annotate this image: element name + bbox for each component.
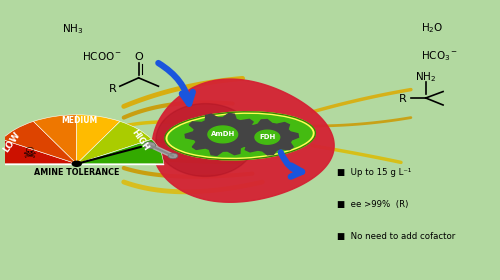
Polygon shape <box>236 120 298 155</box>
Text: NH$_2$: NH$_2$ <box>415 70 436 84</box>
Polygon shape <box>156 104 255 176</box>
Text: ■  No need to add cofactor: ■ No need to add cofactor <box>336 232 455 241</box>
Text: O: O <box>134 52 143 62</box>
Text: R: R <box>109 84 116 94</box>
Text: AmDH: AmDH <box>210 131 235 137</box>
Wedge shape <box>0 139 76 164</box>
Polygon shape <box>208 126 238 143</box>
Polygon shape <box>185 113 260 155</box>
Ellipse shape <box>166 113 314 159</box>
Text: ■  Up to 15 g L⁻¹: ■ Up to 15 g L⁻¹ <box>336 168 411 177</box>
Text: HCOO$^-$: HCOO$^-$ <box>82 50 122 62</box>
Text: ■  ee >99%  (R): ■ ee >99% (R) <box>336 200 408 209</box>
Text: R: R <box>398 94 406 104</box>
Wedge shape <box>76 121 152 164</box>
Text: LOW: LOW <box>2 130 22 154</box>
Text: NH$_3$: NH$_3$ <box>62 22 83 36</box>
Wedge shape <box>2 121 76 164</box>
Text: H$_2$O: H$_2$O <box>421 21 443 35</box>
Circle shape <box>168 153 178 159</box>
Text: HIGH: HIGH <box>130 128 150 153</box>
Wedge shape <box>76 139 164 164</box>
Text: ☠: ☠ <box>22 146 36 160</box>
Text: FDH: FDH <box>259 134 276 140</box>
Polygon shape <box>152 79 334 202</box>
Text: AMINE TOLERANCE: AMINE TOLERANCE <box>34 168 119 177</box>
Wedge shape <box>76 115 120 164</box>
Circle shape <box>144 142 156 149</box>
Text: HCO$_3$$^-$: HCO$_3$$^-$ <box>421 49 458 63</box>
Wedge shape <box>34 115 76 164</box>
Polygon shape <box>255 130 280 144</box>
Text: MEDIUM: MEDIUM <box>61 116 98 125</box>
Circle shape <box>72 161 81 166</box>
